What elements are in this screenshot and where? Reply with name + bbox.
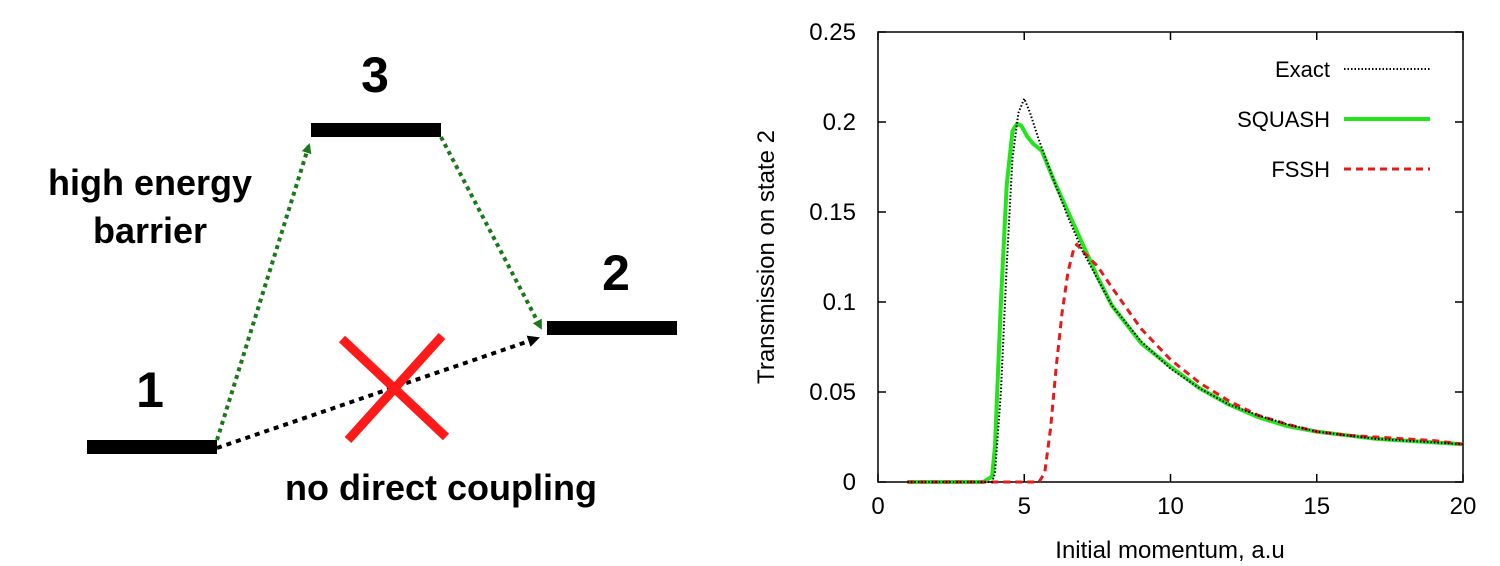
- cross-icon: [338, 332, 450, 444]
- y-tick-label: 0.2: [823, 109, 856, 136]
- y-tick-label: 0.25: [809, 19, 856, 46]
- barrier-note-line1: high energy: [48, 162, 252, 203]
- arrow-1-to-3: [215, 143, 312, 441]
- x-tick-label: 5: [1018, 493, 1031, 520]
- y-tick-label: 0.05: [809, 379, 856, 406]
- transmission-chart: 0 5 10 15 20 0 0.05 0.1 0.15 0.2 0.25 Initial mome…: [753, 19, 1477, 564]
- legend-label-squash: SQUASH: [1237, 107, 1330, 132]
- series-line-squash: [907, 121, 1464, 484]
- x-axis-label: Initial momentum, a.u: [1055, 537, 1284, 564]
- legend-label-fssh: FSSH: [1271, 157, 1330, 182]
- y-tick-label: 0: [843, 469, 856, 496]
- y-tick-label: 0.1: [823, 289, 856, 316]
- x-tick-label: 0: [871, 493, 884, 520]
- x-tick-label: 15: [1303, 493, 1330, 520]
- level-2-bar: [547, 321, 677, 335]
- barrier-note-line2: barrier: [93, 210, 207, 251]
- legend-label-exact: Exact: [1275, 57, 1330, 82]
- series-line-fssh: [907, 242, 1464, 484]
- level-2-label: 2: [602, 245, 630, 301]
- x-tick-label: 10: [1157, 493, 1184, 520]
- y-tick-label: 0.15: [809, 199, 856, 226]
- level-3-bar: [311, 123, 441, 137]
- plot-frame: [877, 31, 1464, 483]
- level-1-label: 1: [136, 362, 164, 418]
- level-1-bar: [87, 440, 217, 454]
- x-tick-label: 20: [1450, 493, 1477, 520]
- energy-level-diagram: 1 3 2 high energy barrier no direct coup…: [48, 47, 677, 508]
- coupling-note: no direct coupling: [285, 467, 597, 508]
- y-axis-label: Transmission on state 2: [753, 130, 780, 384]
- level-3-label: 3: [361, 47, 389, 103]
- series-line-exact: [907, 97, 1464, 483]
- arrow-3-to-2: [439, 136, 543, 330]
- arrow-1-to-2-direct: [216, 335, 540, 450]
